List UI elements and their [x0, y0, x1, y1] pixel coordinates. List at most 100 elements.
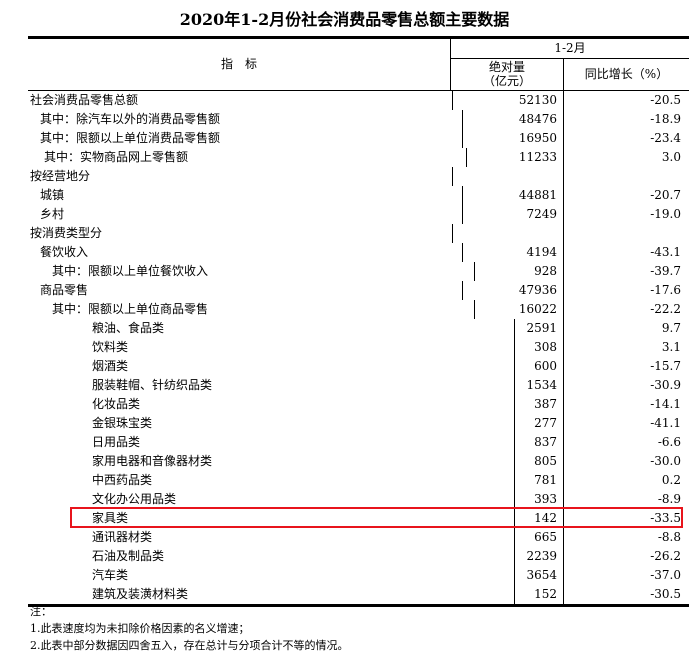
table-row: 粮油、食品类 2591 9.7: [28, 319, 689, 338]
table-row: 餐饮收入 4194 -43.1: [28, 243, 689, 262]
row-yoy: -30.9: [650, 378, 681, 392]
row-absolute: 16950: [451, 129, 564, 148]
row-absolute: 142: [451, 509, 564, 528]
table-row: 其中：限额以上单位商品零售 16022 -22.2: [28, 300, 689, 319]
notes: 注： 1.此表速度均为未扣除价格因素的名义增速； 2.此表中部分数据因四舍五入，…: [30, 603, 349, 654]
row-name: 其中：除汽车以外的消费品零售额: [28, 110, 463, 129]
row-yoy: 3.1: [661, 340, 681, 354]
table-header: 指 标 1-2月 绝对量 （亿元） 同比增长（%）: [28, 39, 689, 91]
table-row: 饮料类 308 3.1: [28, 338, 689, 357]
row-name: 其中：限额以上单位消费品零售额: [28, 129, 463, 148]
row-absolute: 16022: [451, 300, 564, 319]
row-absolute: 1534: [451, 376, 564, 395]
row-absolute: 928: [451, 262, 564, 281]
row-absolute: 393: [451, 490, 564, 509]
table-row: 化妆品类 387 -14.1: [28, 395, 689, 414]
table-row: 按经营地分: [28, 167, 689, 186]
data-table: 指 标 1-2月 绝对量 （亿元） 同比增长（%） 社会消费品零售总额 52130 -…: [28, 36, 689, 607]
row-yoy: -22.2: [650, 302, 681, 316]
table-row: 中西药品类 781 0.2: [28, 471, 689, 490]
row-name: 日用品类: [28, 433, 515, 452]
table-row: 金银珠宝类 277 -41.1: [28, 414, 689, 433]
row-name: 石油及制品类: [28, 547, 515, 566]
row-name: 中西药品类: [28, 471, 515, 490]
row-yoy: -26.2: [650, 549, 681, 563]
row-yoy: -18.9: [650, 112, 681, 126]
header-absolute: 绝对量 （亿元）: [451, 59, 564, 91]
row-absolute: 665: [451, 528, 564, 547]
note-label: 注：: [30, 605, 52, 618]
row-yoy: -30.0: [650, 454, 681, 468]
row-absolute: 44881: [451, 186, 564, 205]
row-name: 服装鞋帽、针纺织品类: [28, 376, 515, 395]
row-yoy: -14.1: [650, 397, 681, 411]
row-yoy: -39.7: [650, 264, 681, 278]
table-row: 按消费类型分: [28, 224, 689, 243]
table-row: 文化办公用品类 393 -8.9: [28, 490, 689, 509]
row-absolute: 277: [451, 414, 564, 433]
row-yoy: 9.7: [661, 321, 681, 335]
row-name: 城镇: [28, 186, 463, 205]
row-name: 乡村: [28, 205, 463, 224]
table-bottom-border: [28, 604, 689, 607]
table-row: 其中：限额以上单位餐饮收入 928 -39.7: [28, 262, 689, 281]
table-row: 其中：实物商品网上零售额 11233 3.0: [28, 148, 689, 167]
row-yoy: -43.1: [650, 245, 681, 259]
row-absolute: 308: [451, 338, 564, 357]
header-period: 1-2月: [451, 39, 689, 59]
row-name: 化妆品类: [28, 395, 515, 414]
row-name: 商品零售: [28, 281, 463, 300]
row-yoy: -19.0: [650, 207, 681, 221]
row-absolute: 2239: [451, 547, 564, 566]
header-absolute-unit: （亿元）: [482, 74, 531, 88]
table-row: 日用品类 837 -6.6: [28, 433, 689, 452]
row-name: 家用电器和音像器材类: [28, 452, 515, 471]
row-absolute: 152: [451, 585, 564, 604]
row-yoy: -8.9: [657, 492, 681, 506]
highlight-box: [70, 507, 683, 528]
table-row: 乡村 7249 -19.0: [28, 205, 689, 224]
row-absolute: 600: [451, 357, 564, 376]
table-row: 汽车类 3654 -37.0: [28, 566, 689, 585]
row-name: 社会消费品零售总额: [28, 91, 453, 110]
row-absolute: 2591: [451, 319, 564, 338]
row-yoy: 3.0: [661, 150, 681, 164]
row-yoy: -20.5: [650, 93, 681, 107]
row-yoy: -15.7: [650, 359, 681, 373]
header-absolute-label: 绝对量: [488, 60, 525, 74]
note-2: 2.此表中部分数据因四舍五入，存在总计与分项合计不等的情况。: [30, 639, 349, 652]
row-yoy: 0.2: [661, 473, 681, 487]
table-row: 城镇 44881 -20.7: [28, 186, 689, 205]
row-yoy: -23.4: [650, 131, 681, 145]
table-row: 其中：限额以上单位消费品零售额 16950 -23.4: [28, 129, 689, 148]
table-row: 社会消费品零售总额 52130 -20.5: [28, 91, 689, 110]
row-name: 金银珠宝类: [28, 414, 515, 433]
row-name: 建筑及装潢材料类: [28, 585, 515, 604]
row-absolute: 52130: [451, 91, 564, 110]
row-absolute: 387: [451, 395, 564, 414]
table-row: 家用电器和音像器材类 805 -30.0: [28, 452, 689, 471]
row-name: 通讯器材类: [28, 528, 515, 547]
table-row: 服装鞋帽、针纺织品类 1534 -30.9: [28, 376, 689, 395]
row-absolute: 3654: [451, 566, 564, 585]
row-absolute: 11233: [451, 148, 564, 167]
row-absolute: 48476: [451, 110, 564, 129]
table-row: 商品零售 47936 -17.6: [28, 281, 689, 300]
table-row: 烟酒类 600 -15.7: [28, 357, 689, 376]
page-title: 2020年1-2月份社会消费品零售总额主要数据: [179, 10, 510, 29]
table-row: 石油及制品类 2239 -26.2: [28, 547, 689, 566]
row-name: 其中：实物商品网上零售额: [28, 148, 467, 167]
table-row: 家具类 142 -33.5: [28, 509, 689, 528]
table-body: 社会消费品零售总额 52130 -20.5 其中：除汽车以外的消费品零售额 48476 -…: [28, 91, 689, 604]
row-absolute: [451, 224, 564, 243]
row-yoy: -20.7: [650, 188, 681, 202]
note-1: 1.此表速度均为未扣除价格因素的名义增速；: [30, 622, 250, 635]
row-absolute: [451, 167, 564, 186]
row-yoy: -8.8: [657, 530, 681, 544]
row-name: 粮油、食品类: [28, 319, 515, 338]
row-name: 其中：限额以上单位商品零售: [28, 300, 475, 319]
row-yoy: -17.6: [650, 283, 681, 297]
row-yoy: -6.6: [657, 435, 681, 449]
row-yoy: -30.5: [650, 587, 681, 601]
row-yoy: -37.0: [650, 568, 681, 582]
